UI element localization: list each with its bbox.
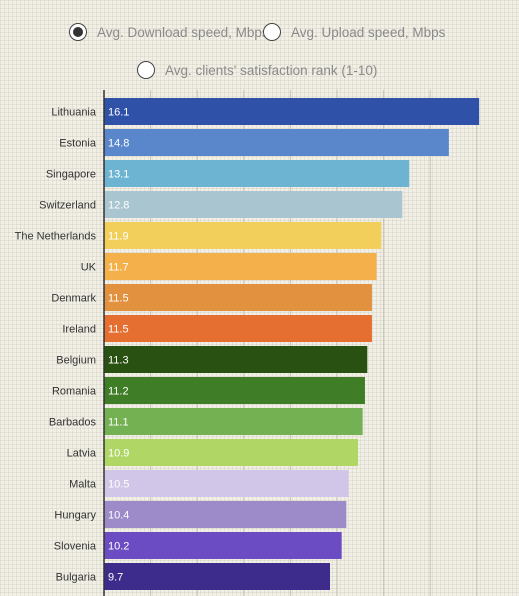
bar xyxy=(104,98,480,125)
upload-speed-radio[interactable]: Avg. Upload speed, Mbps xyxy=(263,23,445,41)
bar xyxy=(104,377,365,404)
bar xyxy=(104,346,368,373)
metric-selector: Avg. Download speed, Mbps Avg. Upload sp… xyxy=(0,0,519,90)
category-label: Ireland xyxy=(62,324,96,336)
radio-circle-icon xyxy=(69,23,87,41)
bar-value-label: 10.5 xyxy=(108,479,129,491)
category-label: Latvia xyxy=(67,448,97,460)
bar xyxy=(104,253,377,280)
bar xyxy=(104,160,410,187)
bar-value-label: 11.2 xyxy=(108,386,129,398)
satisfaction-rank-radio[interactable]: Avg. clients' satisfaction rank (1-10) xyxy=(137,61,377,79)
category-label: Slovenia xyxy=(54,541,97,553)
category-label: Barbados xyxy=(49,417,97,429)
bar xyxy=(104,563,331,590)
bar-value-label: 11.9 xyxy=(108,231,129,243)
bar xyxy=(104,191,403,218)
bar-value-label: 13.1 xyxy=(108,169,129,181)
bar-value-label: 11.7 xyxy=(108,262,129,274)
category-label: Lithuania xyxy=(51,107,97,119)
bar-value-label: 11.5 xyxy=(108,324,129,336)
category-label: Bulgaria xyxy=(56,572,97,584)
bar xyxy=(104,408,363,435)
bar-value-label: 10.2 xyxy=(108,541,129,553)
bar xyxy=(104,501,347,528)
bar xyxy=(104,284,372,311)
download-speed-label: Avg. Download speed, Mbps xyxy=(97,24,269,40)
category-label: Hungary xyxy=(54,510,96,522)
bar xyxy=(104,222,382,249)
category-label: Denmark xyxy=(51,293,96,305)
upload-speed-label: Avg. Upload speed, Mbps xyxy=(291,24,446,40)
bar xyxy=(104,129,449,156)
category-label: Belgium xyxy=(56,355,96,367)
bar xyxy=(104,439,358,466)
satisfaction-rank-label: Avg. clients' satisfaction rank (1-10) xyxy=(165,62,378,78)
category-label: Malta xyxy=(69,479,97,491)
category-label: Estonia xyxy=(59,138,97,150)
bar-value-label: 11.1 xyxy=(108,417,129,429)
category-label: Romania xyxy=(52,386,97,398)
bar xyxy=(104,315,372,342)
bar-value-label: 9.7 xyxy=(108,572,123,584)
bar-value-label: 12.8 xyxy=(108,200,129,212)
bar-value-label: 11.3 xyxy=(108,355,129,367)
bar-value-label: 10.9 xyxy=(108,448,129,460)
category-label: Singapore xyxy=(46,169,96,181)
bar-value-label: 10.4 xyxy=(108,510,129,522)
bar-value-label: 11.5 xyxy=(108,293,129,305)
radio-circle-icon xyxy=(263,23,281,41)
category-label: The Netherlands xyxy=(15,231,97,243)
download-speed-radio[interactable]: Avg. Download speed, Mbps xyxy=(69,23,269,41)
bar xyxy=(104,532,342,559)
category-label: Switzerland xyxy=(39,200,96,212)
radio-circle-icon xyxy=(137,61,155,79)
bar xyxy=(104,470,349,497)
bar-value-label: 16.1 xyxy=(108,107,129,119)
bar-value-label: 14.8 xyxy=(108,138,129,150)
category-label: UK xyxy=(81,262,97,274)
radio-dot-icon xyxy=(73,27,83,37)
